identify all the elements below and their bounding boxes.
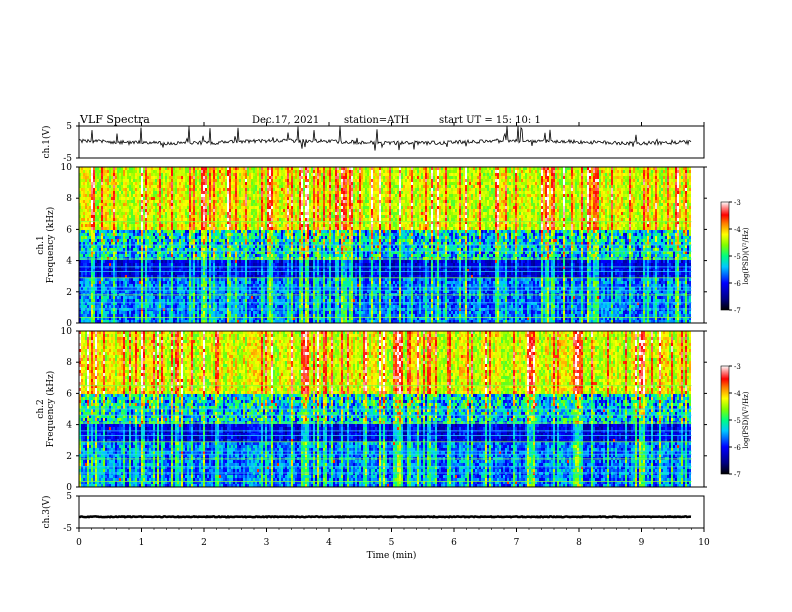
y-tick-label: 8: [66, 194, 72, 204]
no-data-region: [692, 331, 705, 487]
colorbar-gradient: [721, 366, 729, 474]
y-tick-label: 5: [66, 492, 72, 502]
colorbar-tick-label: -4: [734, 226, 741, 234]
colorbar-tick-label: -6: [734, 280, 741, 288]
no-data-region: [692, 167, 705, 323]
colorbar-tick-label: -5: [734, 253, 741, 261]
colorbar-gradient: [721, 202, 729, 310]
y-tick-label: 2: [66, 452, 72, 462]
x-tick-label: 9: [639, 538, 645, 548]
ch2-spectrogram: [76, 331, 707, 487]
colorbar-tick-label: -6: [734, 444, 741, 452]
y-tick-label: 8: [66, 358, 72, 368]
y-tick-label: 10: [61, 163, 73, 173]
x-tick-label: 7: [514, 538, 520, 548]
colorbar-tick-label: -5: [734, 417, 741, 425]
y-axis-label-frequency: Frequency (kHz): [45, 207, 56, 284]
x-axis-label: Time (min): [367, 550, 417, 561]
y-tick-label: -5: [63, 524, 72, 534]
waveform-trace: [79, 516, 691, 517]
y-tick-label: 5: [66, 122, 72, 132]
y-tick-label: 2: [66, 288, 72, 298]
y-tick-label: 4: [66, 257, 72, 267]
x-tick-label: 0: [76, 538, 82, 548]
ch2-colorbar: [721, 366, 732, 474]
colorbar-label: log(PSD)(V²/Hz): [742, 391, 750, 448]
colorbar-tick-label: -3: [734, 363, 741, 371]
y-axis-label-channel: ch.1: [36, 235, 46, 254]
colorbar-tick-label: -7: [734, 307, 741, 315]
y-tick-label: 4: [66, 421, 72, 431]
waveform-frame: [79, 496, 704, 528]
colorbar-tick-label: -4: [734, 390, 741, 398]
y-tick-label: 6: [66, 225, 72, 235]
x-tick-label: 4: [326, 538, 332, 548]
x-tick-label: 10: [698, 538, 710, 548]
colorbar-label: log(PSD)(V²/Hz): [742, 227, 750, 284]
colorbar-tick-label: -3: [734, 199, 741, 207]
ch1-spectrogram: [76, 167, 707, 323]
y-tick-label: 10: [61, 327, 73, 337]
colorbar-tick-label: -7: [734, 471, 741, 479]
y-tick-label: 6: [66, 389, 72, 399]
x-tick-label: 1: [139, 538, 145, 548]
y-axis-label: ch.1(V): [41, 126, 52, 159]
y-axis-label-channel: ch.2: [36, 399, 46, 418]
waveform-trace: [79, 126, 691, 151]
x-tick-label: 6: [451, 538, 457, 548]
x-tick-label: 5: [389, 538, 395, 548]
x-tick-label: 3: [264, 538, 270, 548]
y-axis-label: ch.3(V): [41, 496, 52, 529]
ch3-waveform: [76, 496, 704, 528]
ch1-waveform: [76, 126, 704, 158]
ch1-colorbar: [721, 202, 732, 310]
y-axis-label-frequency: Frequency (kHz): [45, 371, 56, 448]
x-tick-label: 2: [201, 538, 207, 548]
y-tick-label: -5: [63, 154, 72, 164]
x-tick-label: 8: [576, 538, 582, 548]
